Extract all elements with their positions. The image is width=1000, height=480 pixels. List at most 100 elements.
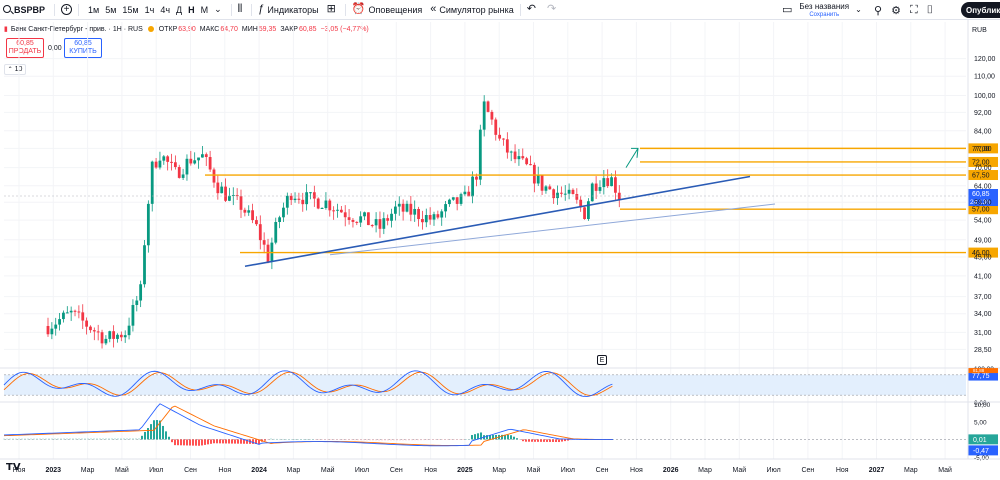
- symbol-search[interactable]: BSPBP: [0, 0, 52, 20]
- level-label-bg: [968, 156, 998, 167]
- indicator-count: 10: [14, 66, 23, 73]
- arrow-up-icon: [625, 147, 639, 168]
- macd-histogram-bar: [63, 438, 65, 440]
- settings-icon[interactable]: ⚙: [891, 4, 901, 17]
- macd-histogram-bar: [318, 439, 320, 441]
- timeframe-chevron-down-icon[interactable]: ⌄: [214, 4, 222, 14]
- candle-body: [455, 197, 459, 204]
- candle-body: [89, 326, 92, 331]
- macd-histogram-bar: [105, 438, 107, 440]
- chart-type-button[interactable]: ⫴: [234, 0, 250, 20]
- candle-body: [575, 194, 579, 200]
- timeframe-6[interactable]: Н: [188, 4, 195, 15]
- macd-histogram-bar: [300, 439, 302, 440]
- undo-button[interactable]: ↶: [523, 0, 543, 20]
- candle-body: [606, 178, 610, 187]
- chevron-down-icon[interactable]: ⌄: [855, 5, 862, 14]
- price-axis[interactable]: 120,00 110,00 100,00 92,00 84,00 77,00 70,00 64…: [967, 20, 996, 459]
- timeframe-0[interactable]: 1м: [88, 4, 100, 15]
- candle-body: [85, 320, 88, 327]
- divider: [230, 3, 232, 16]
- tradingview-logo-icon[interactable]: 𝗧𝗩: [6, 462, 21, 473]
- last-price-label: 60,85: [972, 191, 990, 198]
- timeframe-2[interactable]: 15м: [122, 4, 139, 15]
- macd-histogram-bar: [192, 439, 194, 446]
- alerts-button[interactable]: ⏰ Оповещения: [348, 0, 426, 20]
- macd-histogram-bar: [372, 439, 374, 441]
- macd-histogram-bar: [555, 439, 557, 443]
- candle-body: [617, 192, 621, 200]
- trend-line-main: [244, 175, 751, 268]
- macd-histogram-bar: [387, 439, 389, 441]
- macd-value-label: 0,01: [973, 437, 987, 444]
- macd-histogram-bar: [45, 438, 47, 440]
- timeframe-1[interactable]: 5м: [105, 4, 117, 15]
- indicators-button[interactable]: ƒ Индикаторы: [254, 0, 322, 20]
- candle-body: [339, 209, 343, 213]
- macd-histogram-bar: [90, 438, 92, 440]
- level-label-bg: [968, 170, 998, 181]
- candle-body: [536, 175, 540, 184]
- candle-body: [197, 157, 200, 161]
- trend-lines: [244, 147, 776, 268]
- collapse-indicators-button[interactable]: ⌃ 10: [4, 64, 26, 75]
- candle-body: [610, 177, 613, 187]
- currency-label[interactable]: RUB: [972, 27, 987, 34]
- macd-histogram-bar: [360, 439, 362, 441]
- macd-histogram-bar: [597, 439, 599, 441]
- timeframe-4[interactable]: 4ч: [160, 4, 171, 15]
- macd-histogram-bar: [210, 439, 212, 444]
- macd-histogram-bar: [15, 438, 17, 440]
- macd-histogram-bar: [345, 439, 347, 441]
- open-value: 63,90: [178, 25, 196, 33]
- layout-title: Без названия: [799, 1, 850, 11]
- macd-histogram-bar: [489, 435, 491, 440]
- macd-histogram-bar: [594, 439, 596, 441]
- replay-button[interactable]: « Симулятор рынка: [426, 0, 518, 20]
- price-tick-label: 70,00: [974, 165, 992, 172]
- divider: [344, 3, 346, 16]
- earnings-event-marker[interactable]: E: [597, 355, 607, 365]
- sell-price: 60,85: [16, 39, 34, 47]
- compare-button[interactable]: +: [57, 0, 76, 20]
- candle-body: [602, 178, 606, 188]
- time-tick-label: Ноя: [218, 467, 231, 474]
- level-label: 72,00: [972, 159, 990, 166]
- sell-button[interactable]: 60,85 ПРОДАТЬ: [6, 38, 44, 58]
- candle-body: [552, 189, 556, 199]
- candle-body: [351, 219, 355, 222]
- price-tick-label: 59,00: [974, 200, 992, 207]
- time-axis[interactable]: Ноя 2023 Мар Май Июл Сен Ноя 2024 Мар Май Июл Сен Но…: [0, 458, 1000, 474]
- publish-button[interactable]: Опублико: [961, 2, 1000, 18]
- timeframe-5[interactable]: Д: [176, 4, 183, 15]
- layout-save-button[interactable]: ▭ Без названия Сохранить ⌄: [782, 0, 865, 20]
- flag-icon: ▮: [4, 26, 8, 33]
- candle-body: [355, 221, 359, 223]
- macd-histogram-bar: [168, 436, 170, 440]
- candle-body: [471, 176, 474, 197]
- close-label: ЗАКР: [280, 25, 298, 33]
- timeframe-3[interactable]: 1ч: [144, 4, 155, 15]
- divider: [54, 3, 55, 16]
- buy-button[interactable]: 60,85 КУПИТЬ: [64, 38, 102, 58]
- candle-body: [378, 219, 382, 229]
- macd-histogram-bar: [78, 438, 80, 440]
- timeframe-7[interactable]: М: [200, 4, 209, 15]
- candle-body: [69, 310, 73, 313]
- quick-search-icon[interactable]: ⚲: [874, 4, 883, 17]
- camera-icon[interactable]: ⌷: [926, 3, 934, 16]
- candle-body: [274, 222, 278, 243]
- macd-histogram-bar: [54, 438, 56, 440]
- time-tick-label: 2027: [869, 467, 885, 474]
- macd-histogram-bar: [327, 439, 329, 441]
- macd-histogram-bar: [114, 438, 116, 440]
- fullscreen-icon[interactable]: ⛶: [909, 3, 918, 16]
- candle-body: [73, 310, 77, 312]
- candle-body: [567, 189, 571, 194]
- templates-button[interactable]: ⊞: [323, 0, 343, 20]
- redo-button[interactable]: ↷: [543, 0, 563, 20]
- macd-histogram-bar: [120, 438, 122, 440]
- stoch-extra-label: 81,88: [973, 368, 985, 373]
- macd-histogram-bar: [549, 439, 551, 442]
